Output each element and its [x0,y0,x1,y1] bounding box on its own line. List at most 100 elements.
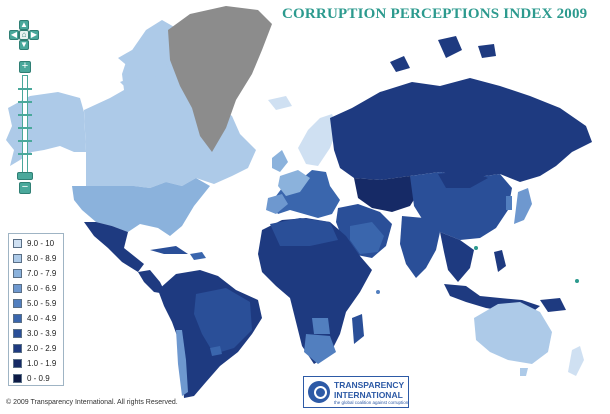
legend-item: 7.0 - 7.9 [13,267,56,279]
iceland-region[interactable] [268,96,292,110]
legend-swatch [13,373,22,383]
uk-region[interactable] [272,150,288,172]
logo-text-line2: INTERNATIONAL [334,390,403,400]
home-button[interactable]: ⌂ [19,30,29,40]
korea-region[interactable] [506,196,512,210]
legend-label: 5.0 - 5.9 [27,298,57,308]
new-zealand-region[interactable] [568,346,584,376]
japan-region[interactable] [514,188,532,224]
canada-islands-region[interactable] [118,50,204,112]
legend-swatch [13,238,22,248]
pan-right-button[interactable]: ▶ [29,30,39,40]
legend-swatch [13,253,22,263]
central-america-region[interactable] [138,270,166,294]
usa-region[interactable] [72,178,210,236]
mongolia-region[interactable] [438,170,488,188]
logo-globe-icon [308,381,330,403]
north-africa-region[interactable] [270,218,338,246]
pan-up-button[interactable]: ▲ [19,20,29,30]
legend-label: 7.0 - 7.9 [27,268,57,278]
legend-swatch [13,343,22,353]
greenland-region[interactable] [168,6,272,152]
australia-region[interactable] [474,302,552,364]
legend-swatch [13,283,22,293]
legend-label: 8.0 - 8.9 [27,253,57,263]
zoom-slider-thumb[interactable] [17,172,33,180]
caribbean-region[interactable] [190,252,206,260]
legend-item: 4.0 - 4.9 [13,312,56,324]
zoom-step [18,140,32,142]
brazil-region[interactable] [194,288,252,354]
uruguay-region[interactable] [210,346,222,356]
logo-tagline: the global coalition against corruption [334,400,409,405]
mauritius-region[interactable] [376,290,380,294]
zoom-step [18,101,32,103]
south-africa-region[interactable] [304,334,336,364]
map-title: CORRUPTION PERCEPTIONS INDEX 2009 [282,6,588,22]
zoom-step [18,88,32,90]
legend-item: 9.0 - 10 [13,237,54,249]
legend-item: 1.0 - 1.9 [13,357,56,369]
down-arrow-icon: ▼ [20,40,28,49]
plus-icon: + [21,60,29,72]
home-icon: ⌂ [21,30,27,39]
up-arrow-icon: ▲ [20,20,28,29]
india-region[interactable] [400,216,440,278]
legend-item: 3.0 - 3.9 [13,327,56,339]
left-arrow-icon: ◀ [10,30,18,39]
zoom-step [18,127,32,129]
legend-item: 6.0 - 6.9 [13,282,56,294]
transparency-international-logo[interactable]: TRANSPARENCY INTERNATIONAL the global co… [303,376,409,408]
legend-label: 6.0 - 6.9 [27,283,57,293]
southeast-asia-region[interactable] [440,232,474,282]
cuba-region[interactable] [150,246,188,254]
legend-label: 0 - 0.9 [27,373,50,383]
legend-label: 4.0 - 4.9 [27,313,57,323]
legend-item: 0 - 0.9 [13,372,50,384]
chile-region[interactable] [176,330,188,396]
pan-down-button[interactable]: ▼ [19,40,29,50]
philippines-region[interactable] [494,250,506,272]
legend-label: 1.0 - 1.9 [27,358,57,368]
zoom-step [18,153,32,155]
legend-item: 5.0 - 5.9 [13,297,56,309]
russia-region[interactable] [330,78,592,182]
botswana-region[interactable] [312,318,330,334]
russia-islands-region[interactable] [390,36,496,72]
iberia-region[interactable] [266,194,288,214]
legend-item: 2.0 - 2.9 [13,342,56,354]
right-arrow-icon: ▶ [30,30,38,39]
central-asia-region[interactable] [354,176,420,212]
zoom-out-button[interactable]: − [19,182,31,194]
png-region[interactable] [540,298,566,312]
europe-region[interactable] [270,170,340,218]
tasmania-region[interactable] [520,368,528,376]
zoom-step [18,114,32,116]
scandinavia-region[interactable] [298,114,338,166]
logo-text-line1: TRANSPARENCY [334,380,405,390]
fiji-region[interactable] [575,279,579,283]
legend-swatch [13,358,22,368]
legend: 9.0 - 10 8.0 - 8.9 7.0 - 7.9 6.0 - 6.9 5… [8,233,64,386]
legend-label: 9.0 - 10 [27,238,55,248]
western-europe-region[interactable] [278,170,310,196]
legend-item: 8.0 - 8.9 [13,252,56,264]
legend-label: 2.0 - 2.9 [27,343,57,353]
legend-label: 3.0 - 3.9 [27,328,57,338]
legend-swatch [13,328,22,338]
legend-swatch [13,313,22,323]
copyright-text: © 2009 Transparency International. All r… [6,399,178,406]
africa-region[interactable] [258,218,372,364]
mexico-region[interactable] [84,222,144,272]
saudi-arabia-region[interactable] [350,222,384,254]
china-region[interactable] [410,172,512,240]
pan-left-button[interactable]: ◀ [9,30,19,40]
minus-icon: − [21,181,29,193]
madagascar-region[interactable] [352,314,364,344]
taiwan-region[interactable] [474,246,478,250]
zoom-in-button[interactable]: + [19,61,31,73]
legend-swatch [13,268,22,278]
legend-swatch [13,298,22,308]
